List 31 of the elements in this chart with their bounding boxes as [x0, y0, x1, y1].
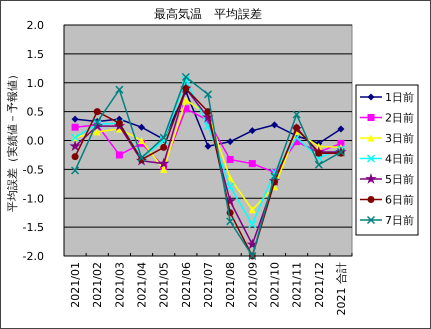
- y-tick-label: -2.0: [22, 250, 44, 263]
- x-tick-label: 2021 合計: [334, 262, 348, 316]
- x-tick-label: 2021/07: [202, 262, 215, 308]
- legend-label: 1日前: [385, 91, 414, 104]
- y-tick-label: 0.5: [26, 106, 44, 119]
- chart-title: 最高気温 平均誤差: [154, 7, 262, 21]
- x-tick-label: 2021/08: [224, 262, 238, 308]
- y-tick-label: 1.5: [26, 48, 44, 61]
- legend-label: 4日前: [385, 152, 414, 166]
- x-tick-label: 2021/10: [268, 262, 282, 308]
- x-tick-label: 2021/01: [69, 262, 82, 308]
- legend-label: 5日前: [385, 173, 414, 186]
- x-tick-label: 2021/02: [91, 262, 104, 308]
- y-tick-label: -1.0: [22, 192, 44, 206]
- x-tick-label: 2021/12: [312, 262, 326, 308]
- x-tick-label: 2021/11: [290, 262, 304, 308]
- y-tick-label: 0.0: [26, 134, 44, 148]
- y-tick-label: -0.5: [22, 163, 44, 176]
- legend-label: 7日前: [385, 214, 414, 227]
- legend-label: 2日前: [385, 112, 414, 124]
- y-axis-title: 平均誤差（実績値－予報値）: [6, 69, 19, 212]
- y-tick-label: -1.5: [22, 221, 44, 234]
- x-tick-label: 2021/04: [136, 262, 149, 308]
- y-tick-label: 2.0: [26, 19, 44, 32]
- x-tick-label: 2021/05: [158, 262, 171, 308]
- x-tick-label: 2021/09: [246, 262, 260, 308]
- legend-label: 3日前: [385, 132, 414, 145]
- legend-label: 6日前: [385, 194, 414, 206]
- y-tick-label: 1.0: [26, 76, 44, 90]
- x-tick-label: 2021/03: [113, 262, 126, 308]
- x-tick-label: 2021/06: [180, 262, 193, 308]
